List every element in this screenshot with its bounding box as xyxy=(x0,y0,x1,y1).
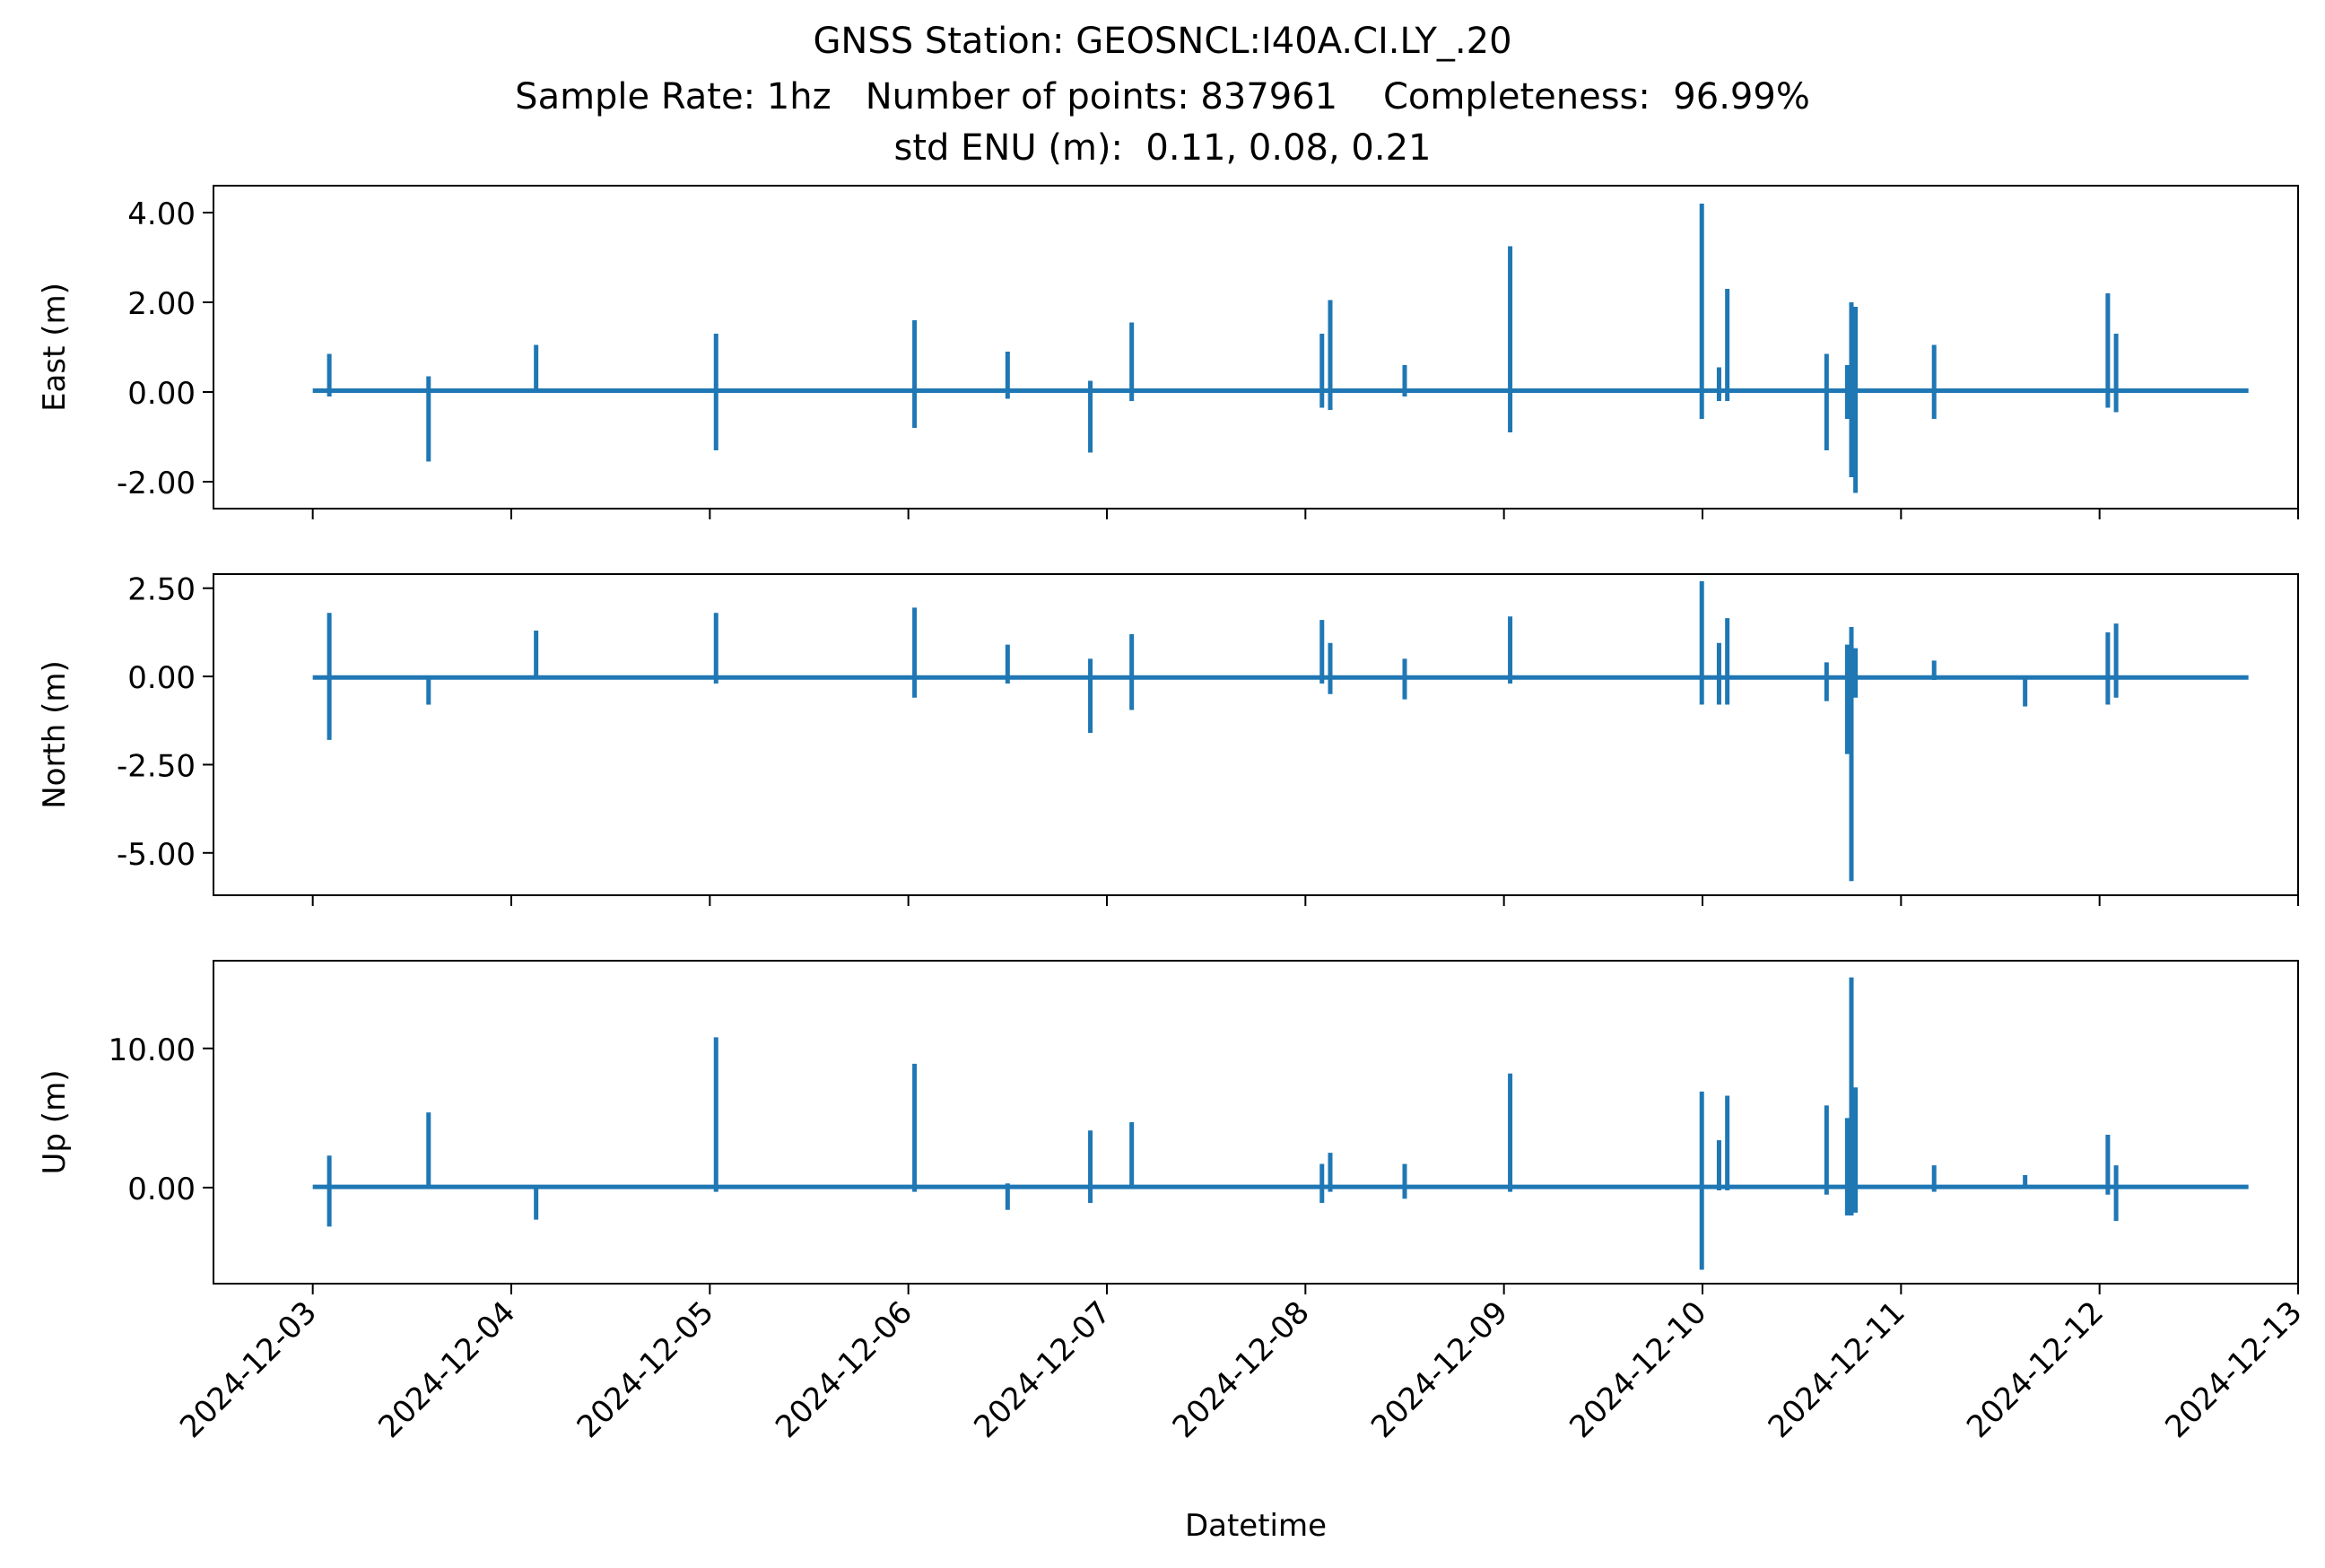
up-xtick-label: 2024-12-13 xyxy=(2158,1294,2309,1445)
chart-title: GNSS Station: GEOSNCL:I40A.CI.LY_.20 xyxy=(813,21,1512,62)
up-xtick-label: 2024-12-08 xyxy=(1166,1294,1317,1445)
north-axes-frame xyxy=(213,573,2299,896)
up-xtick-label: 2024-12-10 xyxy=(1563,1294,1713,1445)
up-xtick-label: 2024-12-11 xyxy=(1762,1294,1912,1445)
north-series xyxy=(312,580,2249,882)
up-xtick-label: 2024-12-12 xyxy=(1960,1294,2111,1445)
chart-subtitle-std-enu: std ENU (m): 0.11, 0.08, 0.21 xyxy=(893,127,1432,169)
east-ylabel: East (m) xyxy=(37,283,73,412)
up-xtick-label: 2024-12-09 xyxy=(1364,1294,1515,1445)
east-panel: 4.00 2.00 0.00 -2.00 East (m) xyxy=(37,185,2299,519)
north-ytick-label: -2.50 xyxy=(117,748,196,784)
up-ytick-label: 10.00 xyxy=(109,1032,196,1068)
up-xtick-label: 2024-12-07 xyxy=(967,1294,1118,1445)
up-ylabel: Up (m) xyxy=(37,1070,73,1175)
up-axes-frame xyxy=(213,960,2299,1285)
north-ylabel: North (m) xyxy=(37,660,73,809)
east-axes-frame xyxy=(213,185,2299,510)
up-xtick-label: 2024-12-03 xyxy=(173,1294,324,1445)
x-axis-label: Datetime xyxy=(1185,1508,1327,1544)
up-series xyxy=(312,977,2249,1270)
up-panel: 10.00 0.00 2024-12-03 2024-12-04 2024-12-05 2… xyxy=(37,960,2309,1544)
east-ytick-label: -2.00 xyxy=(117,466,196,501)
north-ytick-label: 2.50 xyxy=(127,572,196,608)
east-ytick-label: 0.00 xyxy=(127,376,196,412)
north-ytick-label: 0.00 xyxy=(127,660,196,696)
east-ytick-label: 2.00 xyxy=(127,286,196,322)
chart-subtitle-sample-info: Sample Rate: 1hz Number of points: 83796… xyxy=(515,76,1810,118)
east-series xyxy=(312,204,2249,493)
east-ytick-label: 4.00 xyxy=(127,196,196,232)
up-xtick-label: 2024-12-06 xyxy=(769,1294,919,1445)
north-ytick-label: -5.00 xyxy=(117,837,196,873)
north-panel: 2.50 0.00 -2.50 -5.00 North (m) xyxy=(37,572,2299,906)
up-xtick-label: 2024-12-04 xyxy=(371,1294,522,1445)
up-ytick-label: 0.00 xyxy=(127,1172,196,1207)
up-xtick-label: 2024-12-05 xyxy=(570,1294,721,1445)
